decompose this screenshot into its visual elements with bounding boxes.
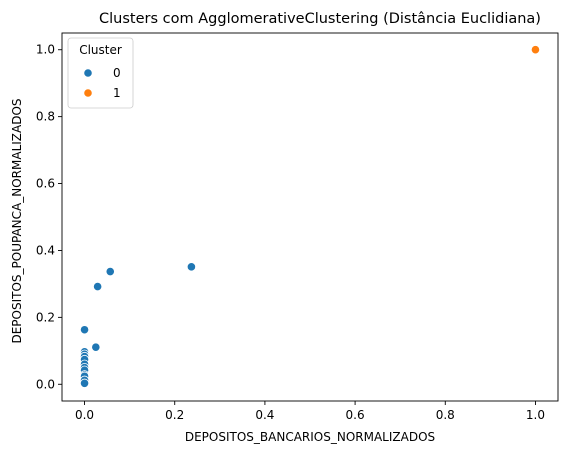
x-tick-label: 0.4 [255,408,274,422]
y-tick-label: 1.0 [36,43,55,57]
chart-title: Clusters com AgglomerativeClustering (Di… [99,11,541,27]
x-axis: 0.0 0.2 0.4 0.6 0.8 1.0 [75,401,545,422]
legend: Cluster 0 1 [67,37,134,109]
y-axis: 0.0 0.2 0.4 0.6 0.8 1.0 [36,43,62,391]
x-tick-label: 0.8 [436,408,455,422]
data-point-cluster-1 [530,45,541,55]
y-tick-label: 0.2 [36,310,55,324]
data-point-cluster-0 [79,325,90,335]
data-point-cluster-0 [91,342,101,352]
plot-frame [61,32,559,402]
y-tick-label: 0.4 [36,243,55,257]
y-tick-label: 0.8 [36,110,55,124]
data-point-cluster-0 [93,281,103,292]
y-axis-label: DEPOSITOS_POUPANCA_NORMALIZADOS [10,98,24,343]
y-tick-label: 0.6 [36,177,55,191]
x-tick-label: 0.6 [346,408,365,422]
legend-marker-0 [83,68,93,78]
x-axis-label: DEPOSITOS_BANCARIOS_NORMALIZADOS [185,430,435,444]
legend-label-0: 0 [113,66,121,80]
legend-title: Cluster [79,43,122,57]
y-tick-label: 0.0 [36,377,55,391]
data-point-cluster-0 [186,262,197,272]
legend-marker-1 [83,88,93,98]
scatter-points [79,45,541,388]
x-tick-label: 0.0 [75,408,94,422]
legend-label-1: 1 [113,86,121,100]
x-tick-label: 0.2 [165,408,184,422]
x-tick-label: 1.0 [526,408,545,422]
data-point-cluster-0 [105,266,115,277]
data-point-cluster-0 [79,378,90,388]
